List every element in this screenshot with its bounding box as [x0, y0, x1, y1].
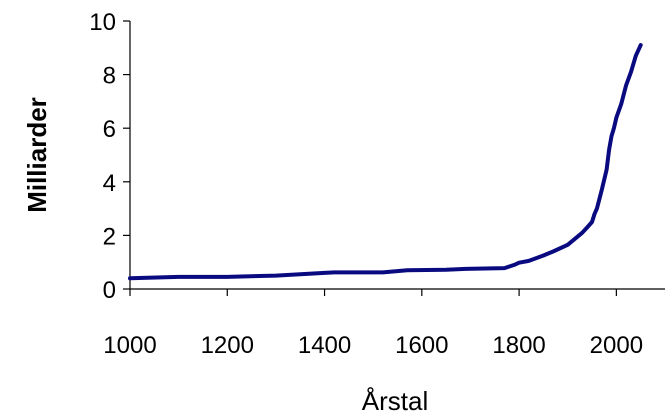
y-tick-label: 0	[103, 277, 116, 304]
x-tick-label: 1400	[298, 332, 351, 359]
x-tick-label: 1600	[395, 332, 448, 359]
series-line-0	[128, 43, 643, 281]
x-tick-label: 1000	[103, 332, 156, 359]
y-axis-title: Milliarder	[22, 97, 52, 213]
x-axis: 1000 1200 1400 1600 1800 2000	[103, 288, 665, 359]
y-tick-label: 2	[103, 223, 116, 250]
x-axis-title: Årstal	[362, 386, 428, 416]
y-tick-label: 4	[103, 170, 116, 197]
y-tick-label: 10	[89, 9, 116, 36]
series-layer	[128, 43, 643, 281]
y-axis: 0 2 4 6 8 10	[89, 9, 131, 304]
x-tick-label: 2000	[590, 332, 643, 359]
x-tick-label: 1800	[492, 332, 545, 359]
x-tick-label: 1200	[201, 332, 254, 359]
y-tick-label: 6	[103, 116, 116, 143]
y-tick-label: 8	[103, 63, 116, 90]
